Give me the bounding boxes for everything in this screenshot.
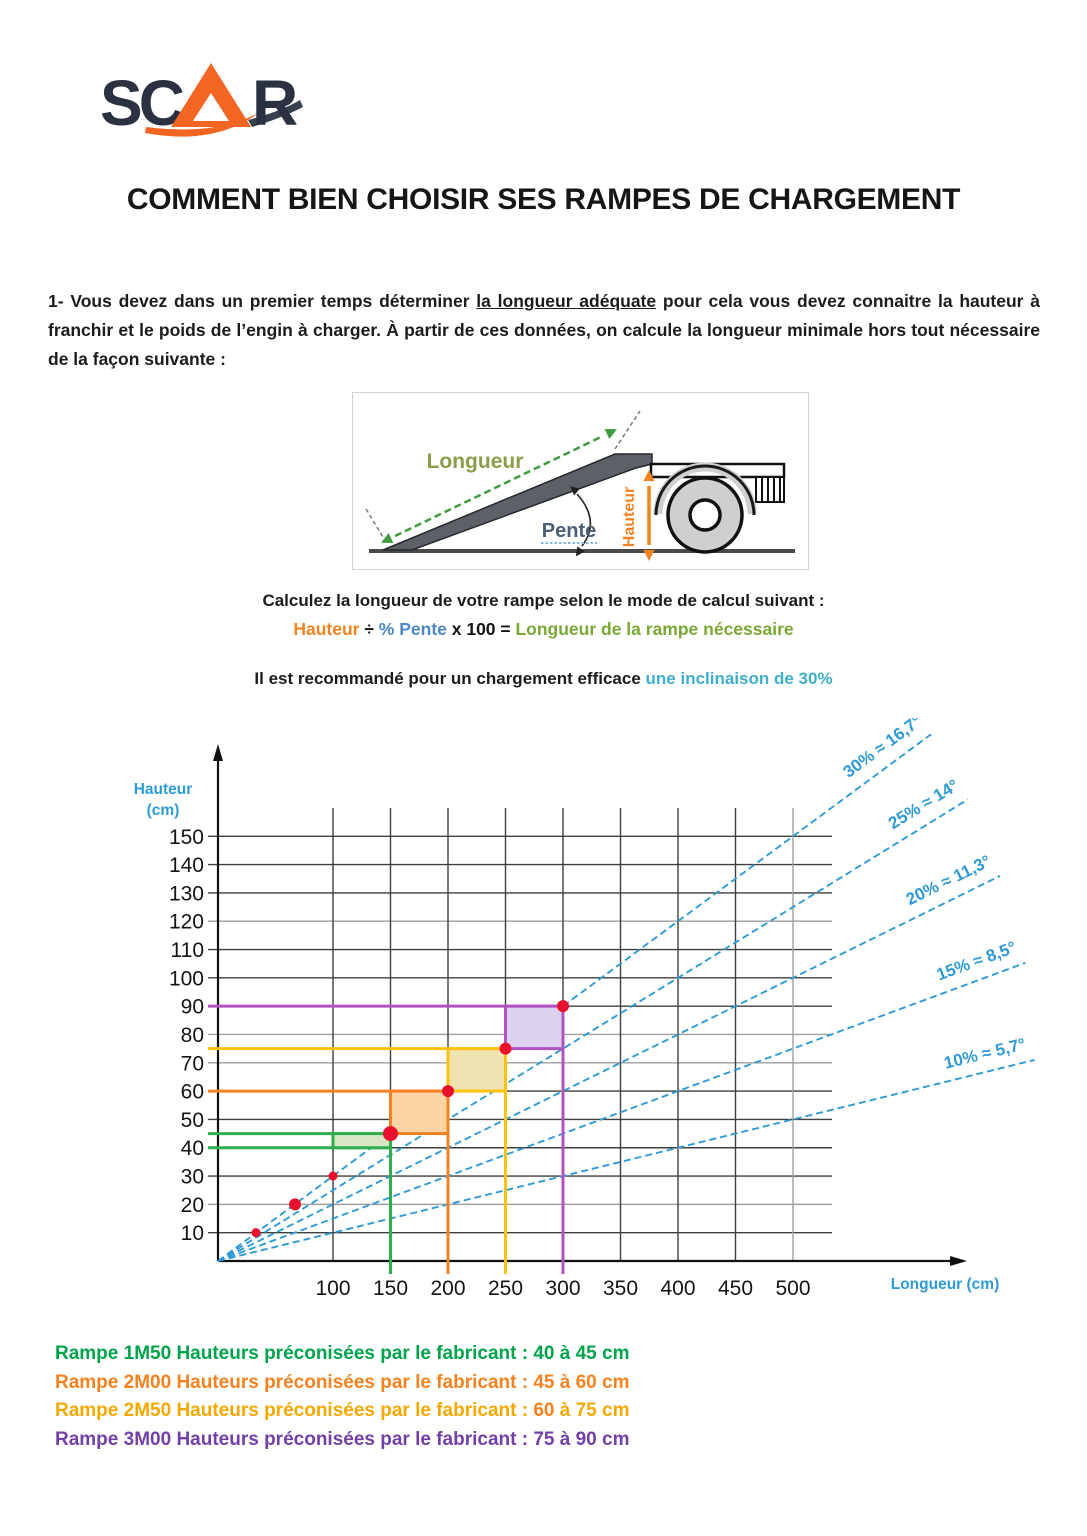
- y-tick-90: 90: [181, 996, 204, 1019]
- legend-row: Rampe 2M00 Hauteurs préconisées par le f…: [55, 1369, 629, 1398]
- slope-label-10: 10% ≈ 5,7°: [942, 1034, 1028, 1072]
- y-tick-100: 100: [169, 967, 204, 990]
- chart-axes: [213, 744, 967, 1266]
- data-point-33-10: [251, 1228, 261, 1238]
- y-tick-140: 140: [169, 854, 204, 877]
- x-tick-350: 350: [603, 1277, 638, 1300]
- x-tick-100: 100: [315, 1277, 350, 1300]
- y-tick-20: 20: [181, 1194, 204, 1217]
- x-tick-200: 200: [430, 1277, 465, 1300]
- legend-text: Rampe 3M00 Hauteurs préconisées par le f…: [55, 1428, 630, 1450]
- scar-logo-graphic: SC R: [90, 50, 336, 146]
- data-point-200-60: [442, 1085, 454, 1098]
- legend-row: Rampe 1M50 Hauteurs préconisées par le f…: [55, 1340, 629, 1369]
- y-tick-80: 80: [181, 1024, 204, 1047]
- formula-times-equals: x 100 =: [446, 619, 516, 639]
- guide-dash-top: [614, 410, 641, 450]
- y-tick-50: 50: [181, 1109, 204, 1132]
- x-axis-title: Longueur (cm): [891, 1276, 1000, 1293]
- y-tick-150: 150: [169, 826, 204, 849]
- slope-label-15: 15% ≈ 8,5°: [934, 938, 1019, 985]
- legend-text: Rampe 2M50 Hauteurs préconisées par le f…: [55, 1400, 534, 1421]
- ramp-legend: Rampe 1M50 Hauteurs préconisées par le f…: [55, 1340, 629, 1454]
- ramp-diagram-graphic: Longueur Pente Hauteur: [352, 392, 809, 570]
- y-axis-title: (cm): [147, 802, 180, 819]
- slope-label-30: 30% ≈ 16,7°: [840, 718, 926, 782]
- recommendation-line: Il est recommandé pour un chargement eff…: [0, 669, 1087, 689]
- data-point-100-30: [328, 1171, 338, 1181]
- data-point-300-90: [557, 1000, 569, 1013]
- x-tick-300: 300: [545, 1277, 580, 1300]
- guide-dash-bottom: [365, 508, 387, 543]
- x-tick-250: 250: [488, 1277, 523, 1300]
- data-point-67-20: [289, 1198, 302, 1211]
- slope-lines: 30% ≈ 16,7°25% ≈ 14°20% ≈ 11,3°15% ≈ 8,5…: [217, 718, 1035, 1262]
- ramp-step-rampe-3m00: [208, 1004, 565, 1274]
- y-axis-title: Hauteur: [134, 781, 193, 798]
- legend-text: Rampe 2M00 Hauteurs préconisées par le f…: [55, 1371, 630, 1393]
- wheel-hub: [688, 498, 722, 532]
- legend-row: Rampe 2M50 Hauteurs préconisées par le f…: [55, 1397, 629, 1426]
- intro-text-underlined: la longueur adéquate: [476, 291, 657, 311]
- ramp-selection-chart: 30% ≈ 16,7° 25% ≈ 14° 20% ≈ 11,3° 15% ≈ 8,5…: [90, 718, 1040, 1310]
- data-point-250-75: [499, 1042, 512, 1055]
- logo-text-r: R: [252, 67, 298, 139]
- y-tick-70: 70: [181, 1052, 204, 1075]
- intro-text-prefix: 1- Vous devez dans un premier temps déte…: [48, 291, 477, 311]
- y-tick-30: 30: [181, 1166, 204, 1189]
- logo-text-sc: SC: [100, 67, 184, 139]
- chart-axis-titles: Hauteur (cm) Longueur (cm): [134, 781, 1000, 1293]
- y-tick-40: 40: [181, 1137, 204, 1160]
- longueur-label: Longueur: [427, 450, 524, 473]
- ramp-selection-chart-graphic: 30% ≈ 16,7°25% ≈ 14°20% ≈ 11,3°15% ≈ 8,5…: [134, 718, 1035, 1300]
- pente-arc-arrow: [570, 486, 592, 557]
- formula-hauteur: Hauteur: [293, 619, 360, 639]
- legend-text: Rampe 1M50 Hauteurs préconisées par le f…: [55, 1343, 630, 1364]
- ramp-step-rampe-1m50: [208, 1132, 392, 1274]
- y-tick-130: 130: [169, 882, 204, 905]
- legend-text: 60: [533, 1400, 555, 1421]
- page-title: COMMENT BIEN CHOISIR SES RAMPES DE CHARG…: [126, 183, 961, 216]
- formula-pente: % Pente: [378, 619, 447, 639]
- hauteur-label: Hauteur: [621, 487, 638, 547]
- recommendation-highlight: une inclinaison de 30%: [645, 669, 833, 688]
- logo-triangle-a-inner: [193, 93, 229, 121]
- legend-row: Rampe 3M00 Hauteurs préconisées par le f…: [55, 1426, 629, 1455]
- x-tick-500: 500: [775, 1277, 810, 1300]
- x-tick-450: 450: [718, 1277, 753, 1300]
- intro-paragraph: 1- Vous devez dans un premier temps déte…: [48, 287, 1040, 374]
- x-tick-400: 400: [660, 1277, 695, 1300]
- chart-tick-labels: 10 20 30 40 50 60 70 80 90 100 110 120 130 140 150 100 1…: [169, 826, 811, 1300]
- logo-swoosh: [145, 112, 260, 137]
- intro-text-suffix: pour cela vous devez connaitre la hauteu…: [48, 291, 1041, 369]
- data-points: [251, 1000, 569, 1238]
- formula-line: Hauteur ÷ % Pente x 100 = Longueur de la…: [0, 619, 1087, 640]
- longueur-arrow: [381, 429, 617, 543]
- formula-divide-sign: ÷: [359, 619, 379, 639]
- formula-result: Longueur de la rampe nécessaire: [515, 619, 794, 639]
- y-tick-120: 120: [169, 911, 204, 934]
- recommendation-prefix: Il est recommandé pour un chargement eff…: [254, 669, 646, 688]
- data-point-150-45: [383, 1126, 398, 1142]
- ramp-step-rampe-2m50: [208, 1047, 507, 1274]
- ramp-step-rampe-2m00: [208, 1089, 450, 1274]
- slope-label-25: 25% ≈ 14°: [885, 776, 962, 833]
- logo-swoosh-tail: [248, 100, 303, 127]
- fender-outline: [654, 464, 756, 516]
- y-tick-60: 60: [181, 1081, 204, 1104]
- formula-heading: Calculez la longueur de votre rampe selo…: [262, 591, 825, 610]
- x-tick-150: 150: [373, 1277, 408, 1300]
- ramp-diagram: Longueur Pente Hauteur: [352, 392, 809, 570]
- scar-logo: SC R: [90, 50, 336, 146]
- legend-text: à 75 cm: [554, 1400, 630, 1421]
- pente-label: Pente: [542, 520, 596, 542]
- y-tick-10: 10: [181, 1222, 204, 1245]
- y-tick-110: 110: [171, 939, 204, 962]
- hauteur-arrow: [643, 470, 655, 561]
- tailgate-slats: [755, 476, 785, 503]
